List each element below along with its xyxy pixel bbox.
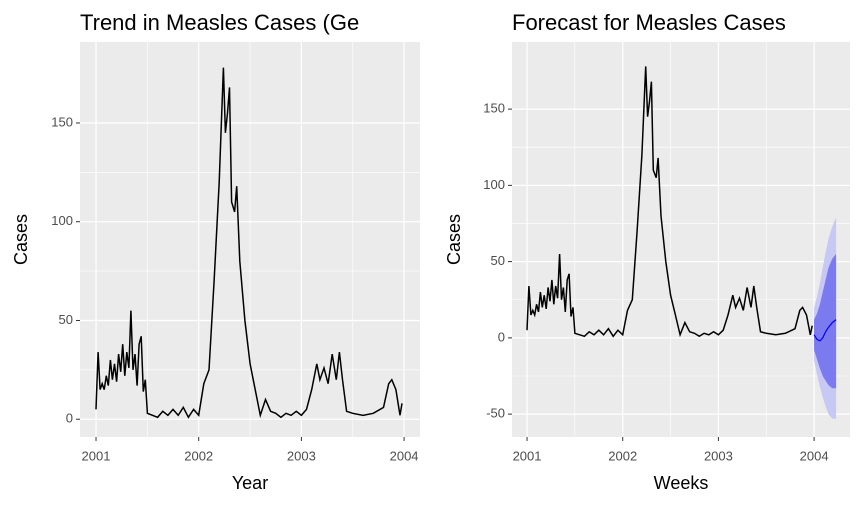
y-tick-label: 0: [66, 411, 73, 426]
data-line: [526, 66, 813, 338]
y-tick-label: 100: [51, 213, 73, 228]
y-tick-label: 0: [498, 329, 505, 344]
x-axis-title: Weeks: [654, 473, 709, 493]
y-tick-label: 100: [483, 177, 505, 192]
x-tick-label: 2004: [800, 448, 829, 463]
chart-title: Trend in Measles Cases (Ge: [80, 10, 359, 35]
x-tick-label: 2002: [608, 448, 637, 463]
x-tick-label: 2004: [390, 448, 419, 463]
y-axis-title: Cases: [444, 214, 464, 265]
x-axis-title: Year: [232, 473, 268, 493]
x-tick-label: 2003: [704, 448, 733, 463]
y-tick-label: 50: [491, 253, 505, 268]
x-tick-label: 2002: [184, 448, 213, 463]
y-axis-title: Cases: [11, 214, 31, 265]
y-tick-label: 150: [483, 101, 505, 116]
x-tick-label: 2003: [287, 448, 316, 463]
y-tick-label: -50: [486, 406, 505, 421]
chart-title: Forecast for Measles Cases: [512, 10, 786, 35]
data-line: [95, 67, 403, 419]
forecast-line: [813, 319, 837, 342]
x-tick-label: 2001: [513, 448, 542, 463]
y-tick-label: 50: [59, 312, 73, 327]
y-tick-label: 150: [51, 114, 73, 129]
band-80: [814, 254, 837, 389]
panel-background: [512, 42, 850, 437]
x-tick-label: 2001: [82, 448, 111, 463]
